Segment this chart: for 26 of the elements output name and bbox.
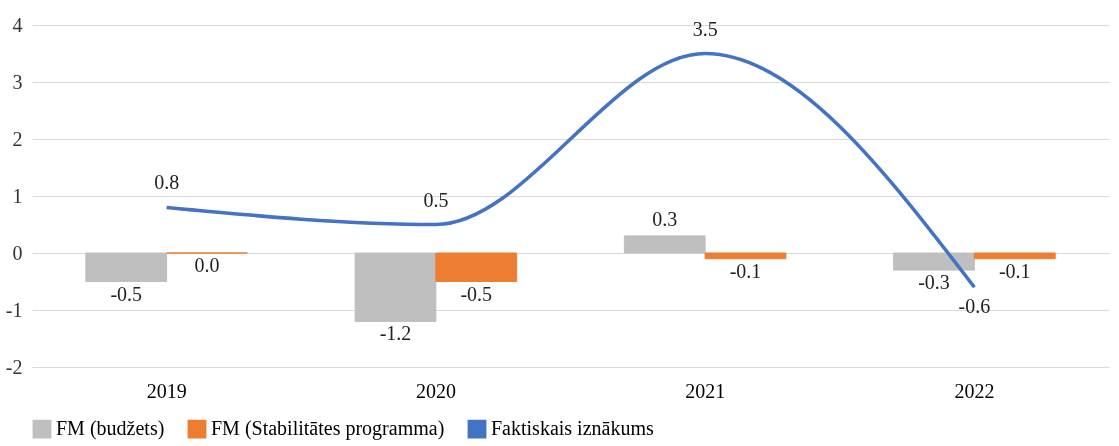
- data-label: -0.5: [110, 282, 143, 305]
- y-tick-label: 3: [12, 70, 23, 93]
- y-tick-label: 1: [12, 184, 23, 207]
- data-label: 0.0: [194, 254, 220, 276]
- y-tick-label: -1: [5, 298, 23, 321]
- data-label: -0.1: [729, 259, 762, 282]
- y-tick-label: 0: [12, 241, 23, 264]
- x-tick-label: 2021: [685, 379, 726, 402]
- data-label: 0.5: [423, 188, 449, 211]
- y-tick-label: -2: [5, 355, 23, 378]
- legend-label: Faktiskais iznākums: [491, 417, 654, 440]
- x-tick-label: 2019: [146, 379, 187, 402]
- data-label: 0.3: [652, 207, 678, 230]
- x-tick-label: 2022: [954, 379, 995, 402]
- data-label: -0.6: [958, 295, 991, 318]
- data-label: 0.8: [154, 171, 180, 194]
- x-tick-label: 2020: [415, 379, 456, 402]
- data-label: 3.5: [692, 17, 718, 40]
- data-label: -0.5: [460, 282, 493, 305]
- data-label: -0.1: [998, 259, 1031, 282]
- y-tick-label: 2: [12, 127, 23, 150]
- legend-label: FM (Stabilitātes programma): [211, 417, 445, 441]
- y-tick-label: 4: [12, 13, 23, 36]
- legend-label: FM (budžets): [56, 417, 165, 441]
- data-label: -1.2: [379, 322, 412, 345]
- data-label: -0.3: [918, 271, 950, 294]
